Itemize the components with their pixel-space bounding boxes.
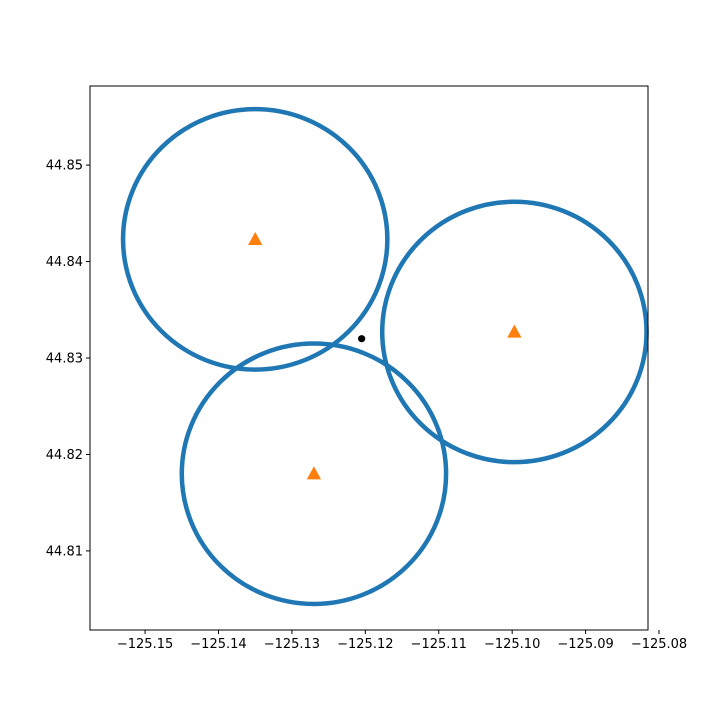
x-tick-label: −125.12 bbox=[337, 637, 393, 652]
y-tick-label: 44.84 bbox=[46, 255, 83, 270]
estimated-point-layer bbox=[358, 335, 366, 343]
x-tick-label: −125.15 bbox=[117, 637, 173, 652]
stations bbox=[248, 231, 522, 480]
x-tick-label: −125.08 bbox=[631, 637, 687, 652]
y-tick-label: 44.83 bbox=[46, 352, 83, 367]
station-marker-3 bbox=[306, 466, 322, 480]
x-tick-label: −125.09 bbox=[557, 637, 613, 652]
y-axis-ticks: 44.81 44.82 44.83 44.84 44.85 bbox=[46, 159, 90, 559]
range-circle-2 bbox=[379, 199, 649, 465]
station-marker-2 bbox=[507, 324, 522, 338]
x-axis-ticks: −125.15 −125.14 −125.13 −125.12 −125.11 −125.… bbox=[117, 630, 687, 652]
estimated-point bbox=[358, 335, 366, 343]
y-tick-label: 44.85 bbox=[46, 159, 83, 174]
range-circle-1 bbox=[120, 106, 390, 372]
x-tick-label: −125.10 bbox=[484, 637, 540, 652]
y-tick-label: 44.82 bbox=[46, 448, 83, 463]
station-marker-1 bbox=[248, 231, 263, 245]
y-tick-label: 44.81 bbox=[46, 544, 83, 559]
x-tick-label: −125.13 bbox=[264, 637, 320, 652]
x-tick-label: −125.11 bbox=[411, 637, 467, 652]
x-tick-label: −125.14 bbox=[190, 637, 246, 652]
range-circle-3 bbox=[179, 341, 449, 607]
range-circles bbox=[120, 106, 649, 607]
